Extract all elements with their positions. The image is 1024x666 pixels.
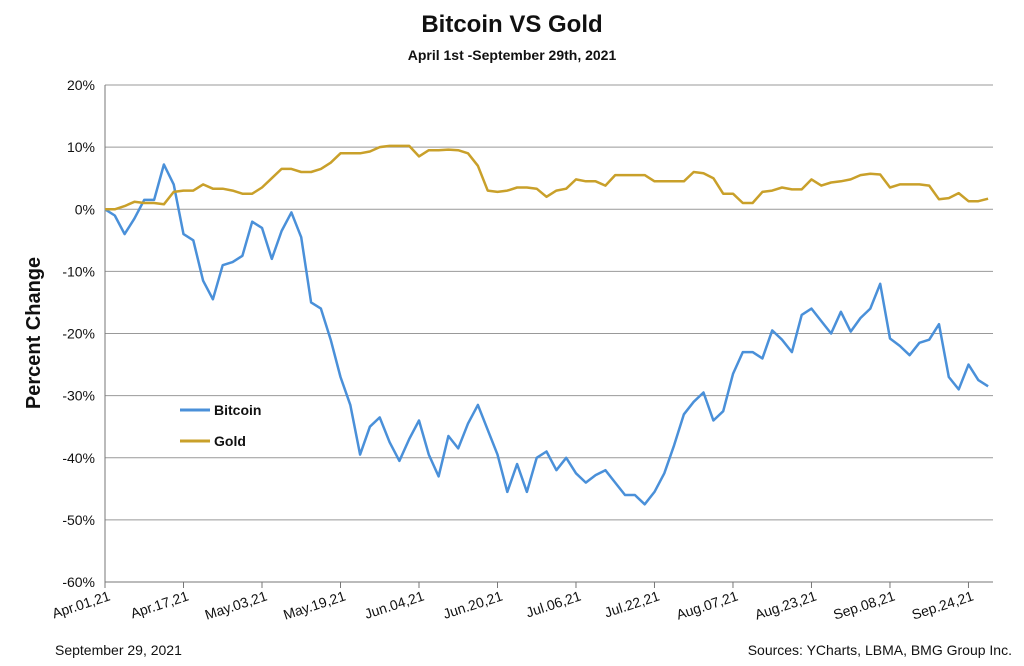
- y-tick-label: 20%: [67, 77, 95, 93]
- y-tick-label: 0%: [75, 201, 95, 217]
- y-axis-label: Percent Change: [23, 257, 45, 409]
- y-tick-label: -50%: [62, 512, 95, 528]
- legend-label: Gold: [214, 433, 246, 449]
- y-tick-label: -30%: [62, 388, 95, 404]
- y-tick-label: -60%: [62, 574, 95, 590]
- y-tick-label: -40%: [62, 450, 95, 466]
- series-line: [104, 163, 989, 506]
- y-tick-label: -10%: [62, 263, 95, 279]
- y-tick-label: 10%: [67, 139, 95, 155]
- date-note: September 29, 2021: [55, 642, 182, 658]
- chart-title: Bitcoin VS Gold: [421, 11, 602, 38]
- legend-label: Bitcoin: [214, 402, 261, 418]
- series-line: [105, 144, 989, 211]
- chart-subtitle: April 1st -September 29th, 2021: [408, 47, 617, 63]
- source-note: Sources: YCharts, LBMA, BMG Group Inc.: [748, 642, 1012, 658]
- y-tick-label: -20%: [62, 326, 95, 342]
